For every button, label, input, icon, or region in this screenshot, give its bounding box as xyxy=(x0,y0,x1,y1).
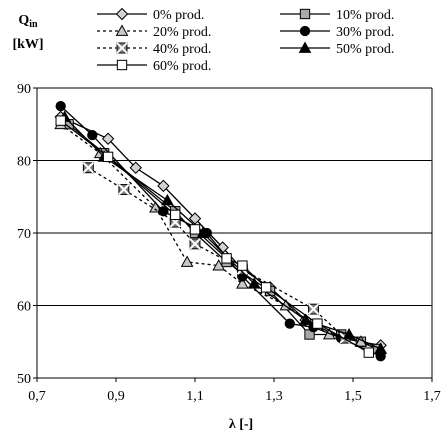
series-line xyxy=(68,123,377,350)
x-tick-label: 1,1 xyxy=(186,389,204,404)
legend-label: 60% prod. xyxy=(153,59,211,74)
data-point xyxy=(237,260,248,271)
series-layer xyxy=(54,100,387,362)
data-point xyxy=(101,132,115,145)
data-point xyxy=(87,129,98,141)
series-6 xyxy=(58,110,387,354)
legend-marker xyxy=(115,24,129,36)
legend-item: 40% prod. xyxy=(97,42,211,57)
data-point xyxy=(374,342,387,354)
data-point xyxy=(363,347,374,358)
data-point xyxy=(129,161,142,174)
legend-label: 0% prod. xyxy=(153,8,204,23)
legend-item: 50% prod. xyxy=(280,41,394,57)
legend-marker xyxy=(115,7,129,21)
legend-marker xyxy=(298,41,312,53)
y-axis-title-main: Q xyxy=(18,13,29,28)
data-point xyxy=(118,183,130,196)
legend-marker xyxy=(299,25,311,37)
y-tick-label: 80 xyxy=(17,155,31,170)
x-tick-label: 1,7 xyxy=(423,389,441,404)
data-point xyxy=(247,277,261,289)
y-axis-title-unit: [kW] xyxy=(12,37,43,52)
legend-label: 30% prod. xyxy=(336,25,394,40)
data-point xyxy=(180,255,194,267)
data-point xyxy=(82,162,95,174)
legend-label: 50% prod. xyxy=(336,42,394,57)
y-tick-label: 50 xyxy=(17,372,31,387)
legend-label: 20% prod. xyxy=(153,25,211,40)
data-point xyxy=(342,327,356,340)
legend-item: 10% prod. xyxy=(280,8,394,23)
data-point xyxy=(55,100,66,112)
y-tick-label: 70 xyxy=(17,227,31,242)
data-point xyxy=(189,224,201,235)
legend-label: 10% prod. xyxy=(336,8,394,23)
x-axis-title: λ [-] xyxy=(229,417,253,432)
legend-label: 40% prod. xyxy=(153,42,211,57)
data-point xyxy=(55,115,66,126)
y-axis-title-symbol: Qin xyxy=(18,13,38,30)
x-tick-label: 1,3 xyxy=(265,389,283,404)
data-point xyxy=(312,318,323,329)
legend-item: 20% prod. xyxy=(97,24,211,40)
series-1 xyxy=(54,110,387,352)
y-axis-title: Qin [kW] xyxy=(12,13,43,52)
x-tick-label: 0,9 xyxy=(107,389,125,404)
y-axis-title-subscript: in xyxy=(29,19,38,30)
series-7 xyxy=(55,115,374,358)
data-point xyxy=(221,253,232,264)
y-tick-label: 90 xyxy=(17,82,31,97)
data-point xyxy=(236,277,249,289)
data-point xyxy=(102,151,114,163)
data-point xyxy=(149,201,162,213)
data-point xyxy=(212,259,226,271)
data-point xyxy=(161,193,174,206)
legend-marker xyxy=(299,8,311,20)
legend: 0% prod. 10% prod. 20% prod. 30% prod. 40% p… xyxy=(97,7,394,74)
data-point xyxy=(299,313,312,325)
data-point xyxy=(307,303,320,315)
legend-item: 60% prod. xyxy=(97,59,211,74)
data-point xyxy=(170,209,181,221)
legend-item: 30% prod. xyxy=(280,25,394,40)
data-point xyxy=(157,179,170,193)
axes: 0,7 0,9 1,1 1,3 1,5 1,7 xyxy=(28,87,441,404)
y-tick-label: 60 xyxy=(17,300,31,315)
legend-item: 0% prod. xyxy=(97,7,204,23)
x-tick-label: 0,7 xyxy=(28,389,46,404)
data-point xyxy=(284,318,295,329)
legend-marker xyxy=(116,42,128,54)
data-point xyxy=(189,238,201,250)
data-point xyxy=(188,212,202,225)
x-tick-label: 1,5 xyxy=(344,389,362,404)
gridlines: 50 60 70 80 90 xyxy=(17,82,432,387)
data-point xyxy=(260,282,272,293)
legend-marker xyxy=(116,59,128,71)
